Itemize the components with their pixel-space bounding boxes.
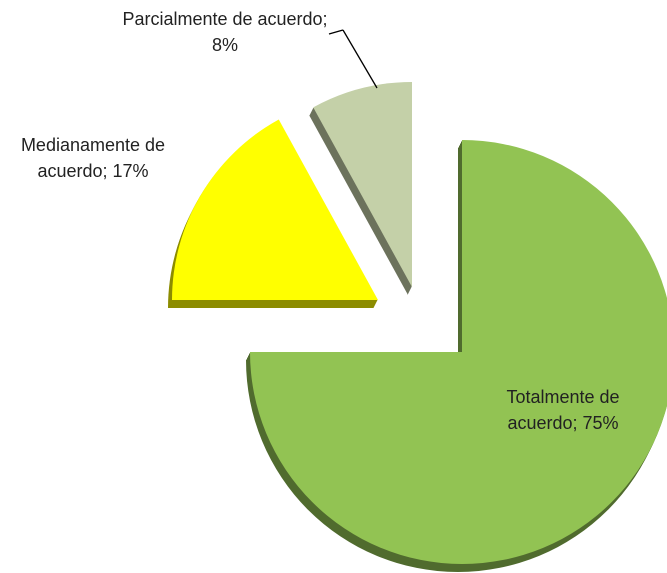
leader-line <box>328 29 344 35</box>
data-label: Medianamente de acuerdo; 17% <box>20 135 166 181</box>
leader-line <box>342 29 378 89</box>
data-label: Parcialmente de acuerdo; 8% <box>122 9 328 55</box>
slice <box>172 119 378 300</box>
data-label: Totalmente de acuerdo; 75% <box>506 387 620 433</box>
slice <box>250 140 667 564</box>
slice <box>313 82 412 287</box>
